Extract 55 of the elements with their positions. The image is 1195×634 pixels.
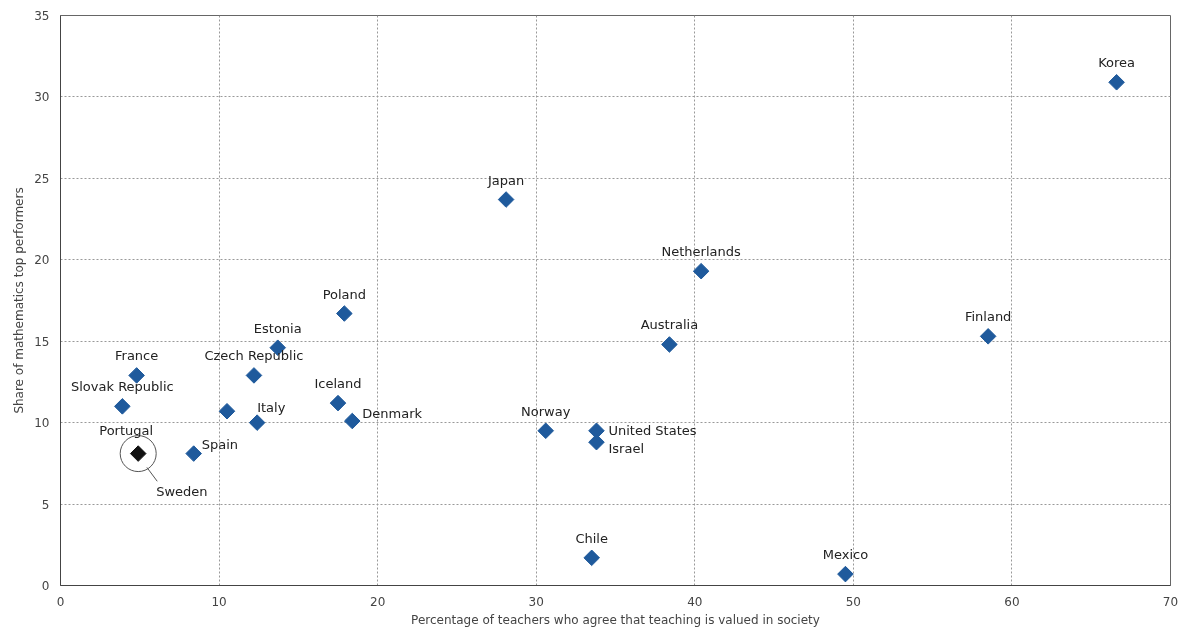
y-tick-label: 25 — [34, 171, 50, 186]
annotation: Denmark — [362, 406, 423, 422]
annotation: Australia — [640, 317, 699, 333]
annotation: Czech Republic — [204, 348, 304, 364]
y-axis-title: Share of mathematics top performers — [12, 187, 27, 414]
x-tick-label: 10 — [211, 594, 227, 609]
point — [692, 262, 710, 280]
point — [837, 565, 854, 583]
point — [329, 394, 347, 412]
x-tick-label: 0 — [56, 594, 65, 609]
y-tick-label: 20 — [34, 253, 50, 268]
annotation: United States — [608, 423, 697, 439]
point — [185, 445, 202, 462]
x-axis-title: Percentage of teachers who agree that teaching is valued in society — [411, 612, 820, 627]
x-tick-label: 30 — [528, 594, 544, 609]
annotation: Iceland — [314, 376, 362, 392]
y-tick-label: 10 — [34, 416, 50, 431]
annotation: Chile — [575, 530, 608, 546]
x-tick-label: 50 — [845, 594, 861, 609]
annotation: Poland — [322, 286, 367, 302]
x-tick-label: 20 — [370, 594, 386, 609]
annotation: Netherlands — [661, 244, 741, 260]
annotation: Estonia — [253, 320, 302, 336]
point — [343, 412, 361, 430]
annotation: Portugal — [99, 422, 154, 438]
y-tick-label: 35 — [34, 9, 50, 23]
annotation: Japan — [486, 172, 525, 188]
y-tick-label: 5 — [41, 497, 50, 512]
point — [336, 305, 353, 322]
point — [661, 336, 678, 353]
point — [218, 402, 236, 420]
annotation: France — [115, 348, 159, 364]
x-tick-label: 60 — [1004, 594, 1020, 609]
annotation: Israel — [608, 440, 644, 456]
x-tick-label: 40 — [687, 594, 703, 609]
point — [537, 422, 555, 440]
annotation: Mexico — [822, 547, 869, 563]
point — [583, 549, 600, 567]
y-tick-label: 30 — [34, 90, 50, 105]
y-tick-label: 0 — [41, 579, 50, 593]
annotation: Korea — [1098, 55, 1136, 71]
point — [497, 191, 515, 208]
point — [114, 398, 131, 415]
point — [248, 414, 266, 431]
point — [979, 328, 997, 345]
y-tick-label: 15 — [34, 334, 50, 349]
annotation: Norway — [521, 403, 571, 419]
x-tick-label: 70 — [1162, 594, 1179, 609]
annotation: Finland — [964, 309, 1012, 325]
annotation: Italy — [257, 399, 286, 415]
annotation: Spain — [201, 436, 239, 452]
point — [245, 367, 263, 384]
point — [1108, 73, 1125, 91]
annotation: Sweden — [156, 483, 208, 499]
annotation: Slovak Republic — [70, 379, 174, 395]
